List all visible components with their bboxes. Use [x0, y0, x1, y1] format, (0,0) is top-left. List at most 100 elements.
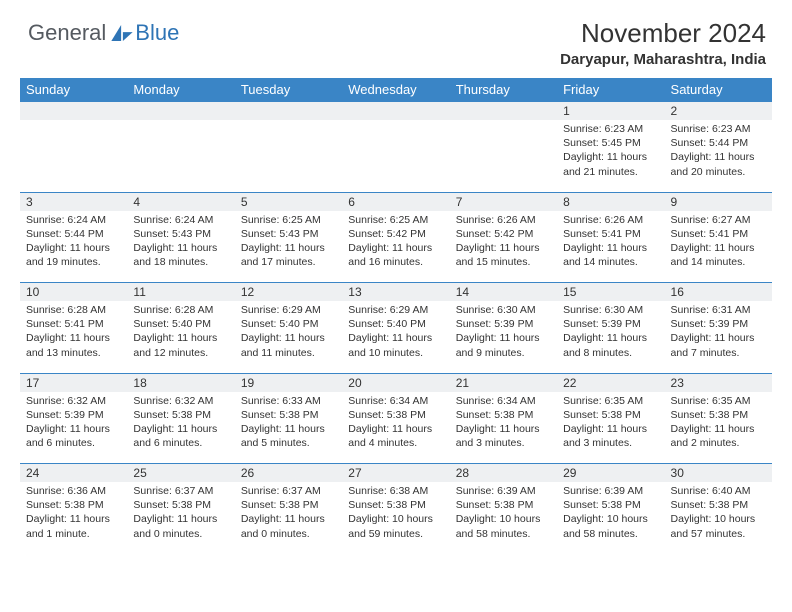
sunset-text: Sunset: 5:39 PM	[671, 317, 766, 331]
day-cell: Sunrise: 6:27 AMSunset: 5:41 PMDaylight:…	[665, 211, 772, 283]
day-cell: Sunrise: 6:24 AMSunset: 5:44 PMDaylight:…	[20, 211, 127, 283]
daylight-text: Daylight: 11 hours and 16 minutes.	[348, 241, 443, 269]
day-number: 2	[665, 102, 772, 121]
daylight-text: Daylight: 11 hours and 14 minutes.	[563, 241, 658, 269]
daylight-text: Daylight: 11 hours and 8 minutes.	[563, 331, 658, 359]
week-number-row: 24252627282930	[20, 464, 772, 483]
day-cell: Sunrise: 6:26 AMSunset: 5:41 PMDaylight:…	[557, 211, 664, 283]
sunrise-text: Sunrise: 6:29 AM	[241, 303, 336, 317]
day-number: 23	[665, 373, 772, 392]
day-number: 18	[127, 373, 234, 392]
daylight-text: Daylight: 11 hours and 17 minutes.	[241, 241, 336, 269]
day-cell	[342, 120, 449, 192]
day-cell	[127, 120, 234, 192]
day-number: 14	[450, 283, 557, 302]
day-cell	[450, 120, 557, 192]
day-number: 15	[557, 283, 664, 302]
sunrise-text: Sunrise: 6:32 AM	[26, 394, 121, 408]
day-number: 19	[235, 373, 342, 392]
location-label: Daryapur, Maharashtra, India	[20, 51, 766, 68]
daylight-text: Daylight: 11 hours and 4 minutes.	[348, 422, 443, 450]
week-number-row: 17181920212223	[20, 373, 772, 392]
day-cell	[235, 120, 342, 192]
day-number: 24	[20, 464, 127, 483]
day-cell: Sunrise: 6:33 AMSunset: 5:38 PMDaylight:…	[235, 392, 342, 464]
daylight-text: Daylight: 11 hours and 3 minutes.	[563, 422, 658, 450]
daylight-text: Daylight: 11 hours and 7 minutes.	[671, 331, 766, 359]
day-number: 13	[342, 283, 449, 302]
day-cell: Sunrise: 6:26 AMSunset: 5:42 PMDaylight:…	[450, 211, 557, 283]
day-header: Tuesday	[235, 78, 342, 102]
day-number: 17	[20, 373, 127, 392]
day-cell: Sunrise: 6:35 AMSunset: 5:38 PMDaylight:…	[665, 392, 772, 464]
week-content-row: Sunrise: 6:28 AMSunset: 5:41 PMDaylight:…	[20, 301, 772, 373]
sunset-text: Sunset: 5:43 PM	[133, 227, 228, 241]
day-number: 1	[557, 102, 664, 121]
sunrise-text: Sunrise: 6:23 AM	[671, 122, 766, 136]
sunrise-text: Sunrise: 6:23 AM	[563, 122, 658, 136]
daylight-text: Daylight: 11 hours and 19 minutes.	[26, 241, 121, 269]
day-cell: Sunrise: 6:39 AMSunset: 5:38 PMDaylight:…	[557, 482, 664, 554]
sunrise-text: Sunrise: 6:25 AM	[241, 213, 336, 227]
week-number-row: 3456789	[20, 192, 772, 211]
day-header: Wednesday	[342, 78, 449, 102]
day-cell: Sunrise: 6:32 AMSunset: 5:39 PMDaylight:…	[20, 392, 127, 464]
calendar-table: Sunday Monday Tuesday Wednesday Thursday…	[20, 78, 772, 554]
brand-part1: General	[28, 20, 106, 46]
day-number: 22	[557, 373, 664, 392]
daylight-text: Daylight: 11 hours and 10 minutes.	[348, 331, 443, 359]
daylight-text: Daylight: 11 hours and 21 minutes.	[563, 150, 658, 178]
day-number	[235, 102, 342, 121]
day-cell: Sunrise: 6:25 AMSunset: 5:43 PMDaylight:…	[235, 211, 342, 283]
day-cell: Sunrise: 6:37 AMSunset: 5:38 PMDaylight:…	[235, 482, 342, 554]
sunrise-text: Sunrise: 6:24 AM	[133, 213, 228, 227]
sunset-text: Sunset: 5:38 PM	[671, 498, 766, 512]
sunrise-text: Sunrise: 6:35 AM	[563, 394, 658, 408]
sunrise-text: Sunrise: 6:39 AM	[456, 484, 551, 498]
week-content-row: Sunrise: 6:32 AMSunset: 5:39 PMDaylight:…	[20, 392, 772, 464]
day-header: Sunday	[20, 78, 127, 102]
sunset-text: Sunset: 5:40 PM	[241, 317, 336, 331]
day-number: 27	[342, 464, 449, 483]
sunset-text: Sunset: 5:38 PM	[26, 498, 121, 512]
day-number	[20, 102, 127, 121]
week-number-row: 10111213141516	[20, 283, 772, 302]
sunrise-text: Sunrise: 6:28 AM	[26, 303, 121, 317]
day-number: 9	[665, 192, 772, 211]
daylight-text: Daylight: 11 hours and 15 minutes.	[456, 241, 551, 269]
sunrise-text: Sunrise: 6:34 AM	[348, 394, 443, 408]
sunset-text: Sunset: 5:39 PM	[456, 317, 551, 331]
day-number: 21	[450, 373, 557, 392]
daylight-text: Daylight: 11 hours and 0 minutes.	[241, 512, 336, 540]
sunset-text: Sunset: 5:38 PM	[563, 498, 658, 512]
daylight-text: Daylight: 11 hours and 18 minutes.	[133, 241, 228, 269]
sunrise-text: Sunrise: 6:35 AM	[671, 394, 766, 408]
day-cell: Sunrise: 6:32 AMSunset: 5:38 PMDaylight:…	[127, 392, 234, 464]
sunset-text: Sunset: 5:41 PM	[26, 317, 121, 331]
sunrise-text: Sunrise: 6:25 AM	[348, 213, 443, 227]
sunset-text: Sunset: 5:38 PM	[348, 498, 443, 512]
sunset-text: Sunset: 5:42 PM	[348, 227, 443, 241]
day-cell: Sunrise: 6:35 AMSunset: 5:38 PMDaylight:…	[557, 392, 664, 464]
sunrise-text: Sunrise: 6:28 AM	[133, 303, 228, 317]
sunrise-text: Sunrise: 6:33 AM	[241, 394, 336, 408]
sunset-text: Sunset: 5:44 PM	[671, 136, 766, 150]
brand-logo: General Blue	[28, 20, 179, 46]
sunset-text: Sunset: 5:38 PM	[456, 408, 551, 422]
sunset-text: Sunset: 5:38 PM	[241, 498, 336, 512]
day-number: 4	[127, 192, 234, 211]
day-number	[342, 102, 449, 121]
sunrise-text: Sunrise: 6:39 AM	[563, 484, 658, 498]
day-header: Thursday	[450, 78, 557, 102]
day-cell	[20, 120, 127, 192]
sunrise-text: Sunrise: 6:26 AM	[563, 213, 658, 227]
day-number: 25	[127, 464, 234, 483]
sunset-text: Sunset: 5:44 PM	[26, 227, 121, 241]
week-content-row: Sunrise: 6:24 AMSunset: 5:44 PMDaylight:…	[20, 211, 772, 283]
week-content-row: Sunrise: 6:36 AMSunset: 5:38 PMDaylight:…	[20, 482, 772, 554]
day-number	[127, 102, 234, 121]
sunset-text: Sunset: 5:40 PM	[133, 317, 228, 331]
daylight-text: Daylight: 10 hours and 58 minutes.	[456, 512, 551, 540]
sunset-text: Sunset: 5:38 PM	[348, 408, 443, 422]
sunrise-text: Sunrise: 6:27 AM	[671, 213, 766, 227]
